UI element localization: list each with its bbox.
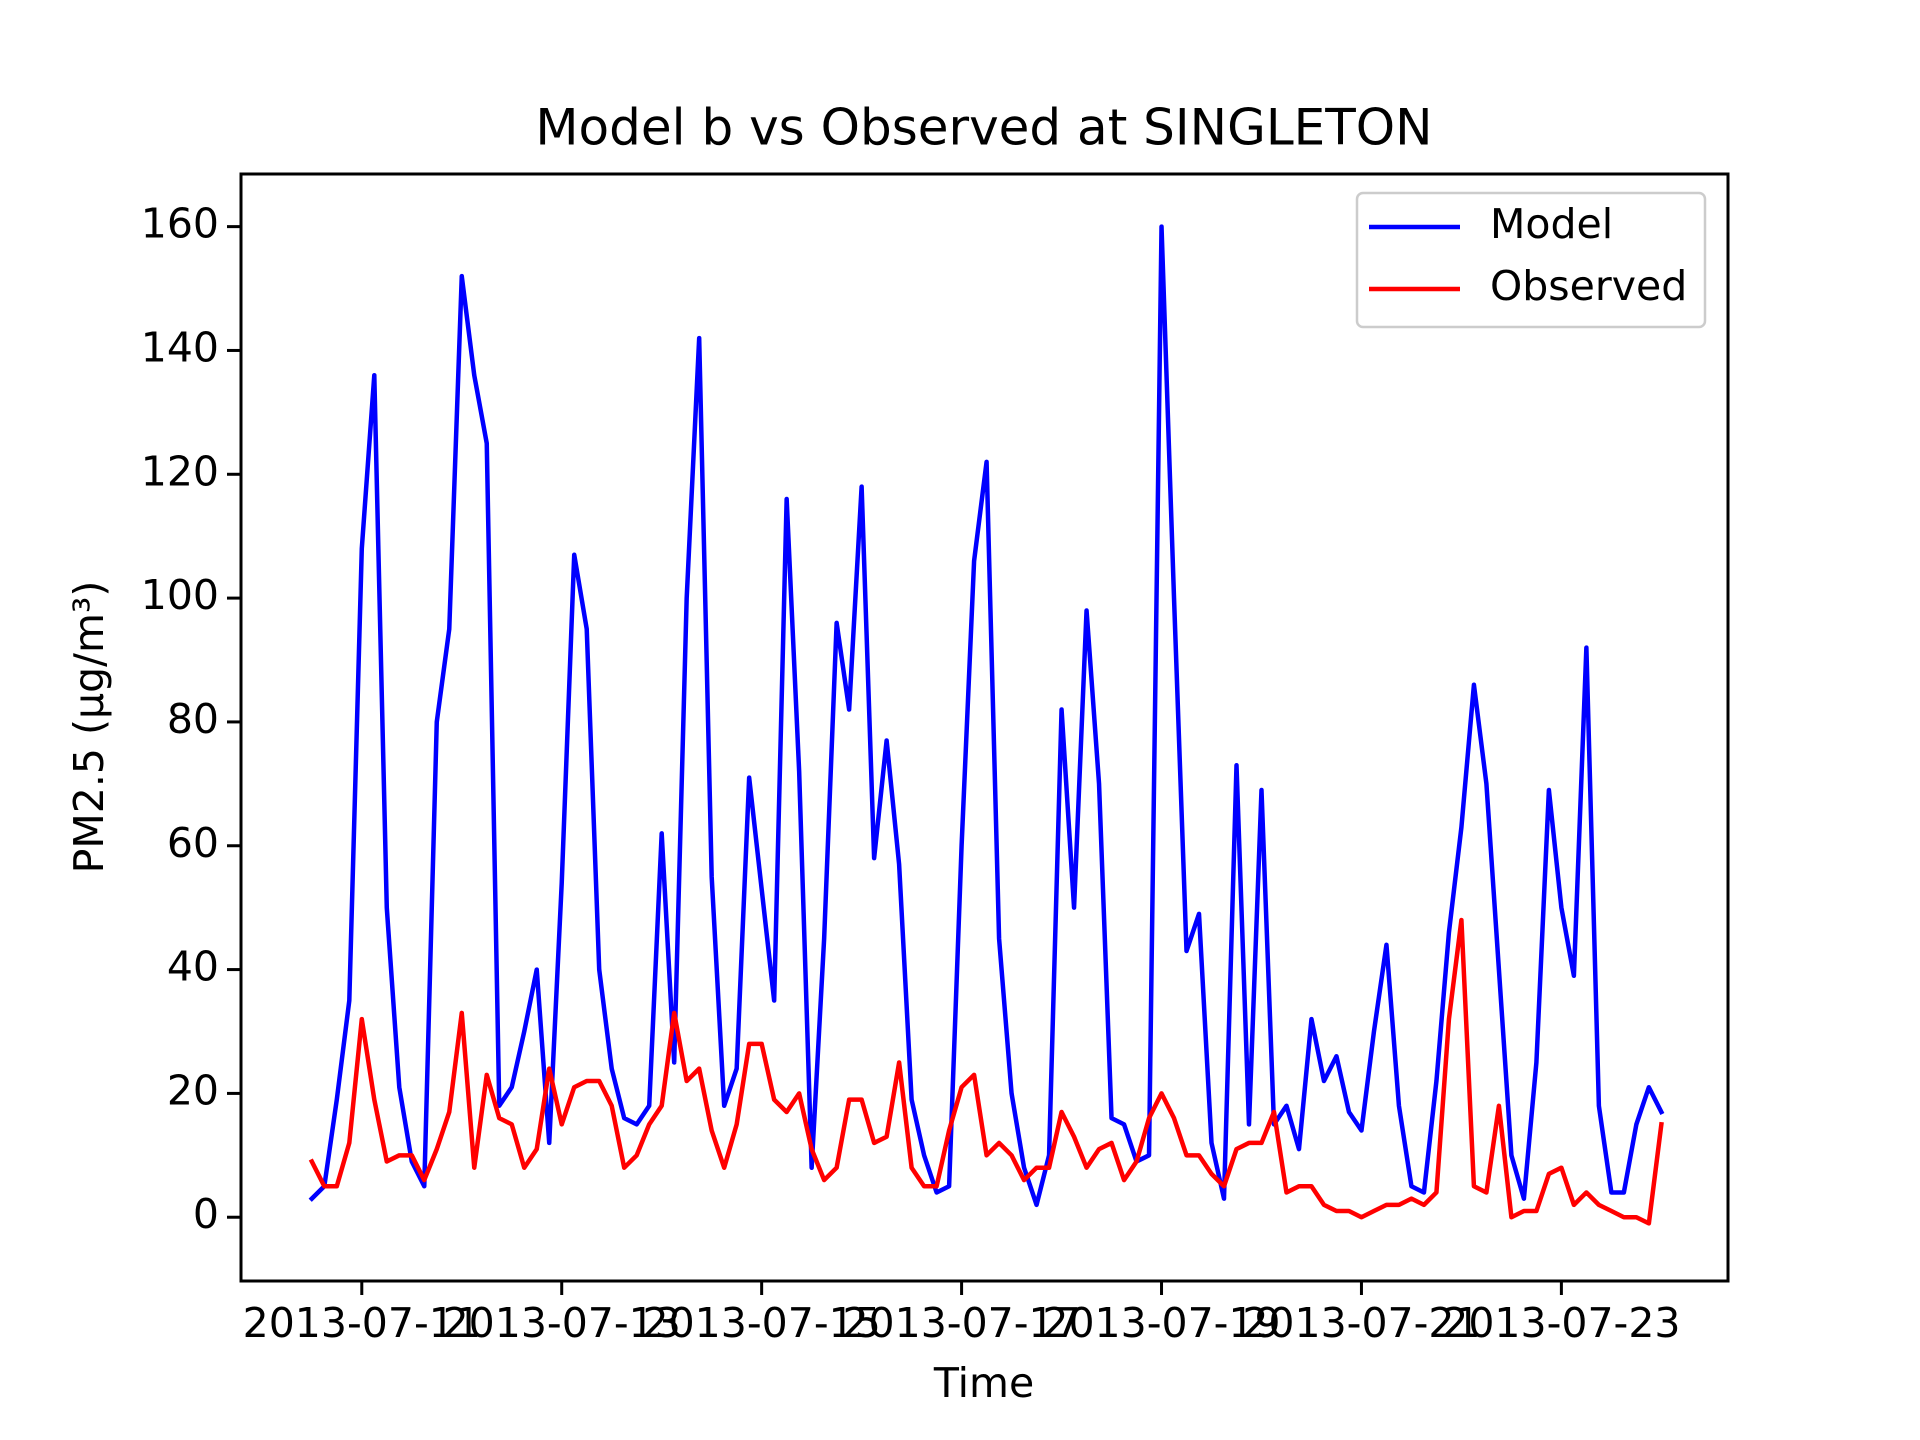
x-tick-label: 2013-07-17 [842, 1299, 1080, 1347]
y-tick-label: 0 [193, 1190, 219, 1238]
y-tick-label: 80 [167, 695, 219, 743]
y-tick-label: 100 [141, 571, 219, 619]
legend: Model Observed [1355, 191, 1707, 329]
chart-title: Model b vs Observed at SINGLETON [535, 99, 1432, 157]
data-line [308, 917, 1664, 1226]
x-tick-label: 2013-07-15 [643, 1299, 881, 1347]
data-line [308, 224, 1665, 1208]
x-tick-label: 2013-07-21 [1242, 1299, 1480, 1347]
x-axis-label: Time [933, 1359, 1034, 1407]
axes-frame [239, 172, 1730, 1283]
legend-label: Observed [1490, 262, 1687, 310]
x-tick-label: 2013-07-23 [1442, 1299, 1680, 1347]
legend-label: Model [1490, 200, 1613, 248]
y-tick-label: 20 [167, 1066, 219, 1114]
x-tick-label: 2013-07-19 [1042, 1299, 1280, 1347]
y-axis-label: PM2.5 (μg/m³) [65, 581, 113, 874]
x-tick-label: 2013-07-11 [243, 1299, 481, 1347]
y-tick-label: 40 [167, 943, 219, 991]
y-tick-label: 160 [141, 200, 219, 248]
y-tick-label: 140 [141, 323, 219, 371]
y-tick-label: 60 [167, 819, 219, 867]
x-tick-label: 2013-07-13 [443, 1299, 681, 1347]
y-tick-label: 120 [141, 447, 219, 495]
